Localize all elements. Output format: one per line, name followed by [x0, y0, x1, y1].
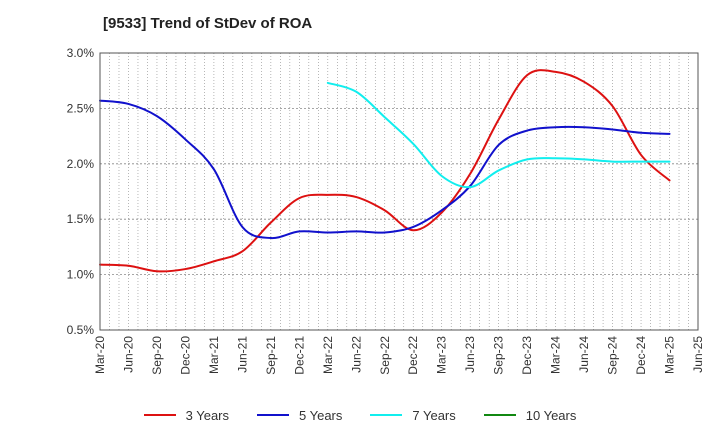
x-tick-label: Dec-20 — [178, 336, 192, 375]
x-tick-label: Dec-22 — [406, 336, 420, 375]
legend-item: 7 Years — [370, 405, 456, 425]
x-tick-label: Dec-24 — [634, 336, 648, 375]
legend-item: 5 Years — [257, 405, 342, 425]
series-line-7-years — [326, 81, 671, 189]
x-tick-label: Jun-20 — [121, 336, 135, 373]
y-tick-label: 3.0% — [67, 46, 95, 60]
axis-tick-labels: 0.5% 1.0% 1.5% 2.0% 2.5% 3.0% Mar-20 Jun-20 Sep-… — [67, 46, 705, 375]
x-tick-label: Mar-24 — [549, 336, 563, 374]
legend-swatch — [257, 414, 289, 416]
x-tick-label: Jun-21 — [235, 336, 249, 373]
series-line-5-years — [99, 99, 671, 240]
legend-swatch — [483, 414, 516, 416]
x-tick-label: Mar-23 — [435, 336, 449, 374]
x-tick-label: Jun-25 — [691, 336, 705, 373]
y-tick-label: 2.5% — [67, 101, 95, 115]
x-tick-label: Jun-23 — [463, 336, 477, 373]
x-tick-label: Sep-23 — [492, 336, 506, 375]
x-tick-label: Sep-24 — [606, 336, 620, 375]
legend-label: 10 Years — [525, 407, 577, 423]
legend-swatch — [143, 414, 176, 416]
x-tick-label: Mar-22 — [321, 336, 335, 374]
x-tick-label: Dec-23 — [520, 336, 534, 375]
x-tick-label: Sep-22 — [378, 336, 392, 375]
x-tick-label: Sep-21 — [264, 336, 278, 375]
legend-item: 10 Years — [483, 405, 577, 425]
x-tick-label: Dec-21 — [292, 336, 306, 375]
legend: 3 Years 5 Years 7 Years 10 Years — [0, 405, 720, 425]
x-tick-label: Jun-22 — [349, 336, 363, 373]
x-tick-label: Sep-20 — [150, 336, 164, 375]
y-tick-label: 1.5% — [67, 212, 95, 226]
x-tick-label: Mar-21 — [207, 336, 221, 374]
y-tick-label: 2.0% — [67, 157, 95, 171]
legend-label: 7 Years — [412, 407, 456, 423]
legend-swatch — [370, 414, 403, 416]
x-tick-label: Mar-25 — [663, 336, 677, 374]
y-tick-label: 0.5% — [67, 323, 95, 337]
line-chart: 0.5% 1.0% 1.5% 2.0% 2.5% 3.0% Mar-20 Jun-20 Sep-… — [67, 46, 705, 375]
chart-title: [9533] Trend of StDev of ROA — [103, 15, 313, 32]
legend-label: 3 Years — [185, 407, 229, 423]
legend-item: 3 Years — [143, 405, 229, 425]
plot-area-frame — [99, 52, 699, 331]
series-lines — [99, 69, 671, 273]
series-line-3-years — [99, 69, 671, 273]
grid-lines — [100, 53, 698, 330]
x-tick-label: Jun-24 — [577, 336, 591, 373]
x-tick-label: Mar-20 — [93, 336, 107, 374]
legend-label: 5 Years — [299, 407, 343, 423]
y-tick-label: 1.0% — [67, 268, 95, 282]
